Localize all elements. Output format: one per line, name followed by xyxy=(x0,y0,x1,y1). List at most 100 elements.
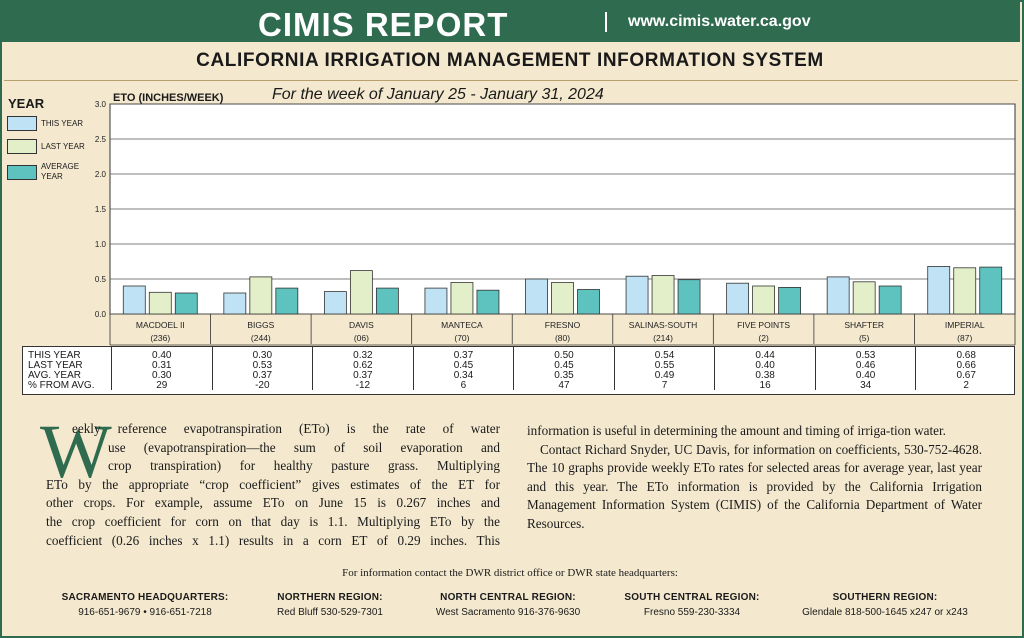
table-column: 0.44 0.40 0.38 16 xyxy=(714,347,815,391)
legend-swatch xyxy=(7,116,37,131)
left-text-line: other crops. For example, assume ETo on … xyxy=(46,495,500,511)
region-south-central: SOUTH CENTRAL REGION: Fresno 559-230-333… xyxy=(612,592,772,618)
bar-last-year xyxy=(349,270,373,315)
table-cell: 0.37 xyxy=(252,370,273,381)
station-id-label: (06) xyxy=(354,333,369,343)
week-range: For the week of January 25 - January 31,… xyxy=(272,86,604,103)
table-cell: 0.32 xyxy=(353,350,373,361)
header-divider xyxy=(4,80,1018,81)
report-title: CIMIS REPORT xyxy=(258,6,509,43)
bar-last-year xyxy=(148,291,172,315)
table-column: 0.32 0.62 0.37 -12 xyxy=(312,347,413,391)
left-text-line: eekly reference evapotranspiration (ETo)… xyxy=(72,421,500,436)
region-name: SACRAMENTO HEADQUARTERS: xyxy=(61,592,229,603)
left-text-line: the crop coefficient for corn on that da… xyxy=(46,513,500,529)
footer-intro: For information contact the DWR district… xyxy=(342,567,678,579)
category-label: FIVE POINTS xyxy=(737,320,790,330)
left-text-line: use (evapotranspiration—the sum of soil … xyxy=(108,439,500,455)
table-cell: 7 xyxy=(661,380,668,391)
banner: CIMIS REPORT www.cimis.water.ca.gov xyxy=(2,2,1020,43)
category-label: BIGGS xyxy=(247,320,274,330)
station-id-label: (87) xyxy=(957,333,972,343)
table-column: 0.40 0.31 0.30 29 xyxy=(111,347,212,391)
table-cell: 0.40 xyxy=(152,350,172,361)
legend-item-average-year: AVERAGE YEAR xyxy=(7,162,87,182)
legend-title: YEAR xyxy=(8,96,45,111)
bar-average-year xyxy=(878,285,902,315)
table-cell: 2 xyxy=(963,380,969,391)
region-southern: SOUTHERN REGION: Glendale 818-500-1645 x… xyxy=(780,592,990,618)
bar-this-year xyxy=(826,276,850,315)
table-cell: 6 xyxy=(460,380,467,391)
legend-item-this-year: THIS YEAR xyxy=(7,116,87,131)
row-label-pct-from-avg: % FROM AVG. xyxy=(28,380,95,391)
table-cell: 0.45 xyxy=(453,360,474,371)
station-id-label: (80) xyxy=(555,333,570,343)
region-phone: Red Bluff 530-529-7301 xyxy=(276,607,383,618)
right-paragraph-2: Contact Richard Snyder, UC Davis, for in… xyxy=(527,441,982,531)
region-phone: 916-651-9679 • 916-651-7218 xyxy=(78,607,212,618)
station-id-label: (214) xyxy=(653,333,673,343)
website-url[interactable]: www.cimis.water.ca.gov xyxy=(628,13,811,30)
region-phone: Glendale 818-500-1645 x247 or x243 xyxy=(802,607,968,618)
table-cell: 0.45 xyxy=(554,360,574,371)
region-northern: NORTHERN REGION: Red Bluff 530-529-7301 xyxy=(255,592,405,618)
category-label: IMPERIAL xyxy=(945,320,985,330)
right-paragraph-1: information is useful in determining the… xyxy=(527,423,946,438)
station-id-label: (244) xyxy=(251,333,271,343)
bar-last-year xyxy=(450,282,474,315)
y-tick-label: 3.0 xyxy=(95,100,107,109)
table-cell: 0.34 xyxy=(453,370,474,381)
y-tick-label: 1.5 xyxy=(95,205,107,214)
table-row-labels: THIS YEAR LAST YEAR AVG. YEAR % FROM AVG… xyxy=(28,351,95,391)
left-text-line: ETo by the appropriate “crop coefficient… xyxy=(46,476,500,492)
bar-this-year xyxy=(726,282,750,315)
station-id-label: (2) xyxy=(758,333,769,343)
table-column: 0.30 0.53 0.37 -20 xyxy=(211,347,313,391)
category-label: MACDOEL II xyxy=(136,320,185,330)
table-cell: 0.40 xyxy=(755,360,775,371)
bar-this-year xyxy=(323,291,347,315)
table-column: 0.50 0.45 0.35 47 xyxy=(513,347,614,391)
region-name: SOUTH CENTRAL REGION: xyxy=(624,592,760,603)
legend-label: THIS YEAR xyxy=(41,118,84,128)
bar-this-year xyxy=(122,285,146,315)
eto-data-table: THIS YEAR LAST YEAR AVG. YEAR % FROM AVG… xyxy=(22,346,1015,395)
bar-average-year xyxy=(476,289,500,315)
table-cell: 16 xyxy=(759,380,771,391)
category-label: MANTECA xyxy=(441,320,483,330)
table-cell: 0.46 xyxy=(855,360,876,371)
drop-cap: W xyxy=(40,410,112,494)
station-id-label: (236) xyxy=(150,333,170,343)
bar-this-year xyxy=(625,275,649,315)
eto-bar-chart: 0.0 0.5 1.0 1.5 2.0 2.5 3.0 MACDOEL II (236) BIGG… xyxy=(95,100,1016,346)
y-axis-label: ETO (INCHES/WEEK) xyxy=(113,92,224,104)
table-cell: 0.54 xyxy=(654,350,675,361)
bar-average-year xyxy=(577,289,600,315)
bar-average-year xyxy=(174,292,198,315)
left-text-line: coefficient (0.26 inches x 1.1) results … xyxy=(46,532,500,548)
table-cell: 0.53 xyxy=(855,350,876,361)
table-cell: 0.30 xyxy=(252,350,273,361)
category-label: FRESNO xyxy=(545,320,581,330)
table-cell: 29 xyxy=(156,380,168,391)
bar-average-year xyxy=(677,279,701,315)
table-cell: 0.31 xyxy=(152,360,172,371)
banner-divider xyxy=(605,12,607,32)
y-tick-label: 2.5 xyxy=(95,135,107,144)
station-id-label: (5) xyxy=(859,333,870,343)
row-label-avg-year: AVG. YEAR xyxy=(28,370,81,381)
table-cell: 0.30 xyxy=(152,370,172,381)
table-column: 0.68 0.66 0.67 2 xyxy=(915,347,1016,391)
table-cell: 0.37 xyxy=(453,350,474,361)
category-label: DAVIS xyxy=(349,320,374,330)
table-cell: 0.68 xyxy=(956,350,976,361)
left-text-line: crop transpiration) for healthy pasture … xyxy=(108,458,500,474)
table-column: 0.53 0.46 0.40 34 xyxy=(814,347,916,391)
bar-last-year xyxy=(551,282,574,315)
bar-this-year xyxy=(424,287,448,315)
bar-average-year xyxy=(375,287,399,315)
bar-last-year xyxy=(852,281,876,315)
table-cell: 0.55 xyxy=(654,360,675,371)
table-cell: 0.40 xyxy=(855,370,876,381)
